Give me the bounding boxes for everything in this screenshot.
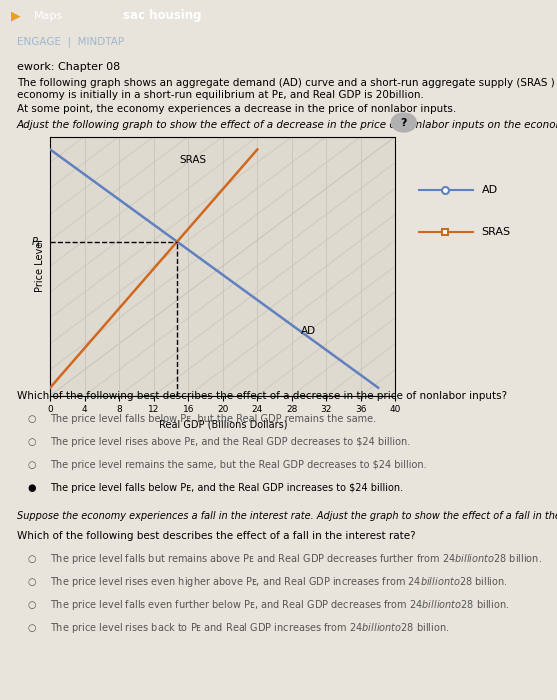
Text: Maps: Maps — [33, 10, 63, 21]
Text: The price level falls even further below Pᴇ, and Real GDP decreases from $24 bil: The price level falls even further below… — [50, 598, 510, 612]
Text: The price level falls below Pᴇ, and the Real GDP increases to $24 billion.: The price level falls below Pᴇ, and the … — [50, 484, 403, 494]
Text: Suppose the economy experiences a fall in the interest rate. Adjust the graph to: Suppose the economy experiences a fall i… — [17, 511, 557, 521]
X-axis label: Real GDP (Billions Dollars): Real GDP (Billions Dollars) — [159, 420, 287, 430]
Text: ●: ● — [28, 484, 36, 494]
Text: SRAS: SRAS — [179, 155, 206, 164]
Text: The price level falls but remains above Pᴇ and Real GDP decreases further from $: The price level falls but remains above … — [50, 552, 543, 566]
Circle shape — [391, 113, 417, 132]
Text: The following graph shows an aggregate demand (AD) curve and a short-run aggrega: The following graph shows an aggregate d… — [17, 78, 557, 88]
Text: ?: ? — [400, 118, 407, 127]
Text: AD: AD — [481, 185, 497, 195]
Text: The price level remains the same, but the Real GDP decreases to $24 billion.: The price level remains the same, but th… — [50, 461, 427, 470]
Text: ENGAGE  |  MINDTAP: ENGAGE | MINDTAP — [17, 36, 124, 46]
Text: The price level rises back to Pᴇ and Real GDP increases from $24 billion to $28 : The price level rises back to Pᴇ and Rea… — [50, 621, 449, 635]
Text: $P_E$: $P_E$ — [31, 234, 43, 248]
Text: The price level rises above Pᴇ, and the Real GDP decreases to $24 billion.: The price level rises above Pᴇ, and the … — [50, 438, 411, 447]
Y-axis label: Price Level: Price Level — [35, 239, 45, 293]
Text: economy is initially in a short-run equilibrium at Pᴇ, and Real GDP is 20billion: economy is initially in a short-run equi… — [17, 90, 423, 100]
Text: The price level rises even higher above Pᴇ, and Real GDP increases from $24 bill: The price level rises even higher above … — [50, 575, 508, 589]
Text: sac housing: sac housing — [123, 9, 201, 22]
Text: Which of the following best describes the effect of a fall in the interest rate?: Which of the following best describes th… — [17, 531, 416, 540]
Text: ○: ○ — [28, 554, 36, 564]
Text: Adjust the following graph to show the effect of a decrease in the price of nonl: Adjust the following graph to show the e… — [17, 120, 557, 130]
Text: ○: ○ — [28, 623, 36, 633]
Text: AD: AD — [301, 326, 316, 336]
Text: ○: ○ — [28, 461, 36, 470]
Text: SRAS: SRAS — [481, 227, 511, 237]
Text: ○: ○ — [28, 438, 36, 447]
Text: ○: ○ — [28, 577, 36, 587]
Text: ○: ○ — [28, 600, 36, 610]
Text: The price level falls below Pᴇ, but the Real GDP remains the same.: The price level falls below Pᴇ, but the … — [50, 414, 377, 424]
Text: ○: ○ — [28, 414, 36, 424]
Text: At some point, the economy experiences a decrease in the price of nonlabor input: At some point, the economy experiences a… — [17, 104, 456, 114]
Text: ework: Chapter 08: ework: Chapter 08 — [17, 62, 120, 72]
Text: Which of the following best describes the effect of a decrease in the price of n: Which of the following best describes th… — [17, 391, 507, 401]
Text: ▶: ▶ — [11, 9, 21, 22]
